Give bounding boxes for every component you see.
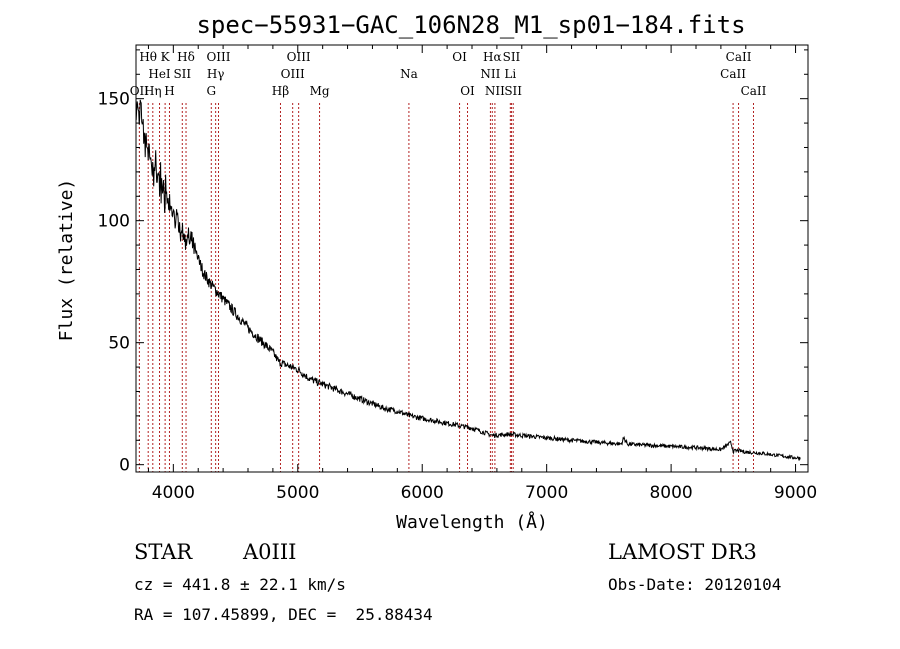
y-axis-label: Flux (relative)	[56, 179, 77, 342]
line-label-4: HeI	[148, 67, 171, 81]
coordinates: RA = 107.45899, DEC = 25.88434	[134, 605, 433, 624]
line-label-26: CaII	[741, 84, 767, 98]
line-label-1: Hθ	[139, 50, 157, 64]
line-label-5: H	[164, 84, 174, 98]
line-label-11: Hβ	[272, 84, 289, 98]
x-axis-ticks: 4000 5000 6000 7000 8000 9000	[147, 45, 817, 503]
x-tick-label: 9000	[774, 483, 817, 503]
y-tick-label: 150	[98, 90, 130, 110]
line-label-7: Hδ	[177, 50, 195, 64]
object-subclass: A0III	[243, 540, 297, 564]
line-label-14: Mg	[310, 84, 330, 98]
y-tick-label: 0	[119, 456, 130, 476]
line-label-9: Hγ	[207, 67, 225, 81]
line-label-10: G	[206, 84, 216, 98]
spectral-line-markers	[138, 103, 754, 472]
plot-frame	[135, 44, 809, 473]
x-tick-label: 8000	[649, 483, 692, 503]
line-label-18: NII	[480, 67, 500, 81]
line-label-17: OI	[460, 84, 475, 98]
line-label-20: NII	[485, 84, 505, 98]
line-label-8: OIII	[206, 50, 230, 64]
y-tick-label: 100	[98, 212, 130, 232]
y-axis-ticks: 0 50 100 150	[98, 49, 808, 476]
line-label-19: Hα	[483, 50, 502, 64]
observation-date: Obs-Date: 20120104	[608, 575, 782, 594]
y-tick-label: 50	[108, 334, 130, 354]
x-tick-label: 4000	[152, 483, 195, 503]
object-class: STAR	[134, 540, 193, 564]
line-label-21: Li	[504, 67, 516, 81]
survey-name: LAMOST DR3	[608, 540, 757, 564]
line-label-2: Hη	[144, 84, 162, 98]
line-label-24: CaII	[720, 67, 746, 81]
spectrum-line	[135, 99, 801, 462]
line-label-15: Na	[400, 67, 418, 81]
x-tick-label: 5000	[276, 483, 319, 503]
line-label-6: SII	[173, 67, 191, 81]
line-label-16: OI	[452, 50, 467, 64]
chart-title: spec−55931−GAC_106N28_M1_sp01−184.fits	[196, 11, 745, 39]
line-label-3: K	[161, 50, 171, 64]
x-axis-label: Wavelength (Å)	[396, 511, 548, 533]
spectral-line-labels: OII Hθ Hη K HeI H SII Hδ OIII Hγ G Hβ OIII OIII Mg Na OI…	[130, 50, 767, 98]
line-label-0: OII	[130, 84, 150, 98]
line-label-23: SII	[504, 84, 522, 98]
line-label-12: OIII	[281, 67, 305, 81]
line-label-22: SII	[503, 50, 521, 64]
x-tick-label: 7000	[525, 483, 568, 503]
line-label-25: CaII	[726, 50, 752, 64]
redshift-velocity: cz = 441.8 ± 22.1 km/s	[134, 575, 346, 594]
line-label-13: OIII	[287, 50, 311, 64]
x-tick-label: 6000	[401, 483, 444, 503]
